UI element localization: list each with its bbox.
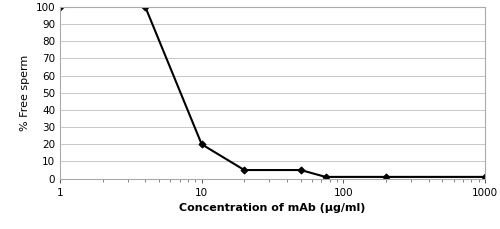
Y-axis label: % Free sperm: % Free sperm [20, 55, 30, 131]
X-axis label: Concentration of mAb (μg/ml): Concentration of mAb (μg/ml) [180, 203, 366, 213]
